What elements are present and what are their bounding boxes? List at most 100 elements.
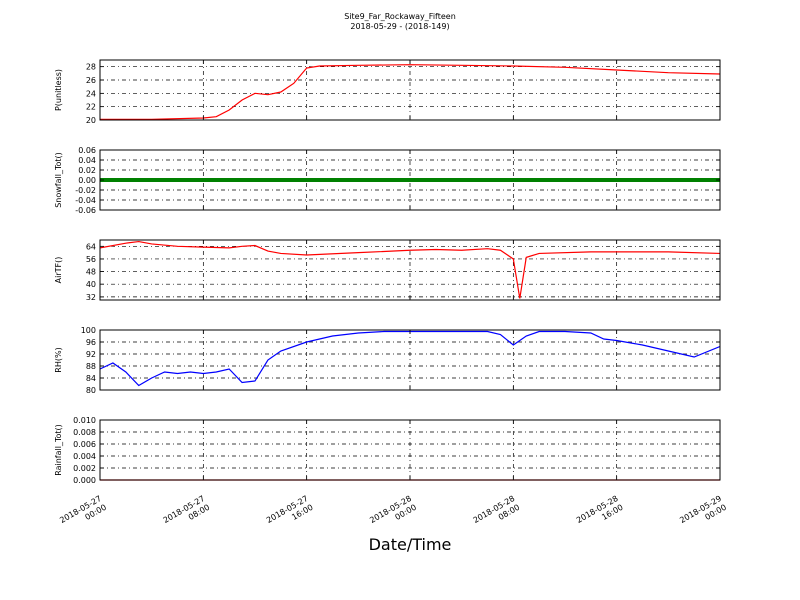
marker-point (389, 178, 393, 182)
marker-point (695, 178, 699, 182)
marker-point (289, 178, 293, 182)
y-tick-label: 0.002 (73, 464, 96, 473)
marker-point (476, 178, 480, 182)
marker-point (560, 178, 564, 182)
x-tick-label: 2018-05-2700:00 (58, 494, 108, 534)
marker-point (498, 178, 502, 182)
marker-point (641, 178, 644, 182)
marker-point (553, 178, 557, 182)
y-tick-label: 0.000 (73, 476, 96, 485)
marker-point (185, 178, 189, 182)
marker-point (298, 178, 302, 182)
marker-point (699, 178, 703, 182)
marker-point (137, 178, 141, 182)
marker-point (702, 178, 706, 182)
marker-point (360, 178, 364, 182)
marker-point (563, 178, 567, 182)
marker-point (653, 178, 657, 182)
panel-5-grid (100, 420, 720, 480)
marker-point (327, 178, 331, 182)
marker-point (392, 178, 396, 182)
marker-point (444, 178, 448, 182)
panel-4: 80 84 88 92 96 100 RH(%) (54, 326, 721, 395)
x-tick-labels: 2018-05-2700:00 2018-05-2708:00 2018-05-27… (58, 494, 728, 534)
marker-point (589, 178, 593, 182)
panel-5: 0.000 0.002 0.004 0.006 0.008 0.010 Rainfall_T… (54, 416, 721, 485)
panel-4-grid (100, 330, 720, 390)
marker-point (411, 178, 415, 182)
marker-point (712, 178, 716, 182)
marker-point (240, 178, 244, 182)
x-tick-label: 2018-05-2816:00 (575, 494, 625, 534)
marker-point (566, 178, 570, 182)
y-tick-label: 28 (86, 63, 96, 72)
marker-point (521, 178, 525, 182)
marker-point (130, 178, 134, 182)
marker-point (634, 178, 638, 182)
marker-point (382, 178, 386, 182)
marker-point (201, 178, 205, 182)
marker-point (434, 178, 438, 182)
marker-point (534, 178, 538, 182)
y-tick-label: 0.02 (78, 166, 96, 175)
marker-point (466, 178, 470, 182)
marker-point (421, 178, 425, 182)
marker-point (366, 178, 370, 182)
marker-point (111, 178, 115, 182)
y-axis-label: AirTF() (54, 257, 63, 284)
marker-point (660, 178, 664, 182)
marker-point (424, 178, 428, 182)
panel-1: 20 22 24 26 28 P(unitless) (54, 59, 721, 125)
marker-point (259, 178, 263, 182)
marker-point (692, 178, 696, 182)
y-axis-label: P(unitless) (54, 69, 63, 111)
marker-point (163, 178, 167, 182)
marker-point (198, 178, 202, 182)
marker-point (324, 178, 328, 182)
y-tick-label: 100 (81, 326, 96, 335)
marker-point (234, 178, 238, 182)
marker-point (146, 178, 150, 182)
marker-point (663, 178, 667, 182)
marker-point (540, 178, 544, 182)
marker-point (150, 178, 154, 182)
marker-point (208, 178, 212, 182)
marker-point (486, 178, 489, 182)
panel-2: -0.06-0.04-0.020.000.020.040.06 Snowfall_… (54, 146, 721, 215)
chart-subtitle: 2018-05-29 - (2018-149) (350, 22, 449, 31)
marker-point (266, 178, 270, 182)
marker-point (363, 178, 367, 182)
marker-point (689, 178, 693, 182)
panel-3: 32 40 48 56 64 AirTF() (54, 239, 721, 302)
y-tick-label: 0.004 (73, 452, 96, 461)
series-line-4 (100, 330, 720, 387)
x-tick-label: 2018-05-2716:00 (265, 494, 315, 534)
marker-point (547, 178, 551, 182)
marker-point (282, 178, 286, 182)
marker-point (450, 178, 454, 182)
marker-point (179, 178, 183, 182)
marker-point (463, 178, 467, 182)
marker-point (599, 178, 603, 182)
marker-point (305, 178, 309, 182)
marker-point (495, 178, 499, 182)
marker-point (402, 178, 406, 182)
marker-point (431, 178, 435, 182)
marker-point (569, 178, 573, 182)
x-tick-label: 2018-05-2708:00 (162, 494, 212, 534)
x-tick-label: 2018-05-2800:00 (368, 494, 418, 534)
marker-point (527, 178, 531, 182)
marker-point (405, 178, 409, 182)
marker-point (172, 178, 176, 182)
marker-point (489, 178, 493, 182)
marker-point (427, 178, 431, 182)
y-tick-label: 64 (86, 242, 96, 251)
marker-point (176, 178, 179, 182)
marker-point (318, 178, 322, 182)
marker-point (250, 178, 254, 182)
y-tick-label: 0.006 (73, 440, 96, 449)
marker-point (350, 178, 354, 182)
x-tick-label: 2018-05-2900:00 (678, 494, 728, 534)
marker-point (673, 178, 677, 182)
